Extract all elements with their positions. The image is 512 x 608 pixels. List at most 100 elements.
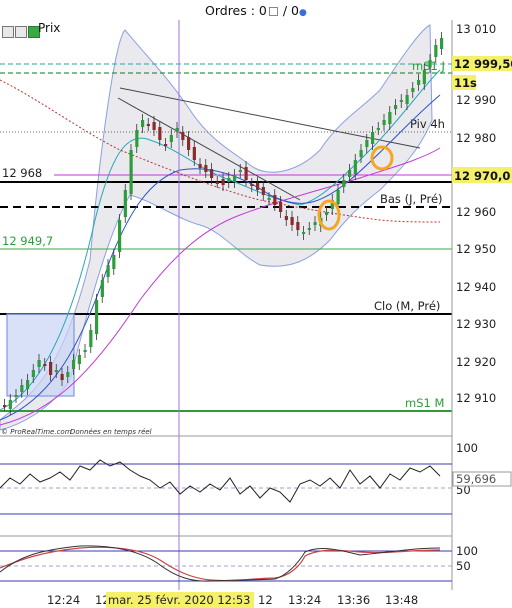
orders-icon bbox=[268, 7, 278, 16]
ma-trend-dotted bbox=[0, 79, 441, 223]
orders-label: Ordres : 0 bbox=[205, 3, 267, 18]
candle-body bbox=[83, 350, 87, 352]
candle-body bbox=[169, 135, 173, 142]
candle-body bbox=[440, 38, 444, 49]
candle-body bbox=[325, 212, 329, 215]
candle-body bbox=[175, 128, 179, 132]
highlight-circle-1[interactable] bbox=[370, 145, 394, 171]
candle-body bbox=[152, 122, 156, 130]
ma-slow-line bbox=[0, 147, 441, 426]
ms1-m-label: mS1 M bbox=[405, 396, 444, 410]
candle-body bbox=[250, 184, 254, 186]
candle-body bbox=[399, 100, 403, 102]
candle-body bbox=[417, 80, 421, 85]
candle-body bbox=[181, 132, 185, 140]
settings-toggle-icon[interactable] bbox=[15, 25, 27, 38]
candle-body bbox=[284, 216, 288, 220]
instrument-label: Prix bbox=[38, 21, 61, 35]
candle-body bbox=[330, 200, 334, 209]
candlestick-series bbox=[3, 32, 444, 415]
candle-body bbox=[279, 202, 283, 212]
candle-body bbox=[192, 147, 196, 160]
piv-4h-label: Piv 4h bbox=[410, 117, 445, 131]
candle-body bbox=[123, 190, 127, 217]
price-tick-12910: 12 910 bbox=[456, 391, 496, 405]
candle-body bbox=[376, 128, 380, 130]
price-tick-12960: 12 960 bbox=[456, 205, 496, 219]
credit-brand: © ProRealTime.com bbox=[1, 428, 72, 436]
candle-body bbox=[302, 232, 306, 234]
candle-body bbox=[49, 362, 53, 375]
candle-body bbox=[388, 112, 392, 124]
candle-body bbox=[210, 169, 214, 178]
level-12968-tag-bg bbox=[0, 166, 54, 180]
chart-toolbar bbox=[2, 21, 41, 38]
candle-body bbox=[26, 380, 30, 389]
candle-body bbox=[118, 220, 122, 252]
candle-body bbox=[89, 330, 93, 347]
price-color-icon[interactable] bbox=[28, 25, 40, 38]
timer-value: 11s bbox=[454, 76, 477, 90]
price-tick-12980: 12 980 bbox=[456, 131, 496, 145]
price-tick-12990: 12 990 bbox=[456, 93, 496, 107]
candle-body bbox=[77, 355, 81, 364]
candle-body bbox=[348, 170, 352, 177]
candle-body bbox=[14, 395, 18, 397]
link-icon[interactable]: ● bbox=[299, 8, 307, 18]
highlight-circle-2[interactable] bbox=[317, 199, 341, 231]
bas-j-pre-label: Bas (J, Pré) bbox=[380, 192, 443, 206]
candle-body bbox=[215, 182, 219, 184]
time-tick-1224: 12:24 bbox=[47, 593, 80, 607]
candle-body bbox=[353, 160, 357, 174]
ms1-j-label: mS1 J bbox=[412, 59, 445, 73]
indicator-toggle-icon[interactable] bbox=[2, 25, 14, 38]
candle-body bbox=[422, 70, 426, 84]
time-tick-partial-b: 12 bbox=[258, 593, 273, 607]
candle-body bbox=[60, 374, 64, 380]
candle-body bbox=[428, 60, 432, 67]
time-cursor-tag bbox=[106, 592, 254, 608]
candle-body bbox=[3, 405, 7, 407]
credit-note: Données en temps réel bbox=[70, 428, 152, 436]
time-cursor-value: mar. 25 févr. 2020 12:53 bbox=[108, 593, 251, 607]
range-box[interactable] bbox=[6, 313, 75, 397]
green-level-label: 12 949,7 bbox=[2, 234, 53, 248]
candle-body bbox=[129, 150, 133, 194]
trendline-upper[interactable] bbox=[119, 87, 421, 149]
candle-body bbox=[106, 265, 110, 277]
candle-body bbox=[31, 370, 35, 377]
candle-body bbox=[158, 127, 162, 140]
candle-body bbox=[164, 144, 168, 146]
ma-fast-line bbox=[0, 69, 441, 411]
orders-count: / 0 bbox=[278, 3, 299, 18]
current-price-tag bbox=[452, 56, 512, 71]
candle-body bbox=[244, 167, 248, 180]
candle-body bbox=[135, 130, 139, 147]
time-tick-1324: 13:24 bbox=[288, 593, 321, 607]
time-tick-1336: 13:36 bbox=[337, 593, 370, 607]
candle-body bbox=[54, 370, 58, 372]
candle-body bbox=[261, 187, 265, 195]
level-12968-label: 12 968 bbox=[2, 166, 42, 180]
candle-body bbox=[359, 150, 363, 157]
candle-body bbox=[37, 360, 41, 367]
price-tick-12950: 12 950 bbox=[456, 242, 496, 256]
candle-body bbox=[43, 364, 47, 366]
trendline-lower[interactable] bbox=[117, 97, 301, 201]
candle-body bbox=[256, 183, 260, 190]
clo-m-pre-label: Clo (M, Pré) bbox=[374, 299, 440, 313]
candle-body bbox=[187, 137, 191, 150]
orders-summary[interactable]: Ordres : 0 / 0● bbox=[205, 3, 307, 18]
ind2-tick-50: 50 bbox=[456, 559, 471, 573]
candle-body bbox=[238, 170, 242, 172]
candle-body bbox=[20, 385, 24, 392]
top-bar: Ordres : 0 / 0● bbox=[0, 0, 512, 22]
candle-body bbox=[8, 400, 12, 409]
candle-body bbox=[371, 132, 375, 144]
ind1-value-tag bbox=[452, 471, 512, 487]
candle-body bbox=[434, 45, 438, 57]
candle-body bbox=[411, 88, 415, 92]
candle-body bbox=[66, 372, 70, 377]
candle-body bbox=[72, 360, 76, 369]
